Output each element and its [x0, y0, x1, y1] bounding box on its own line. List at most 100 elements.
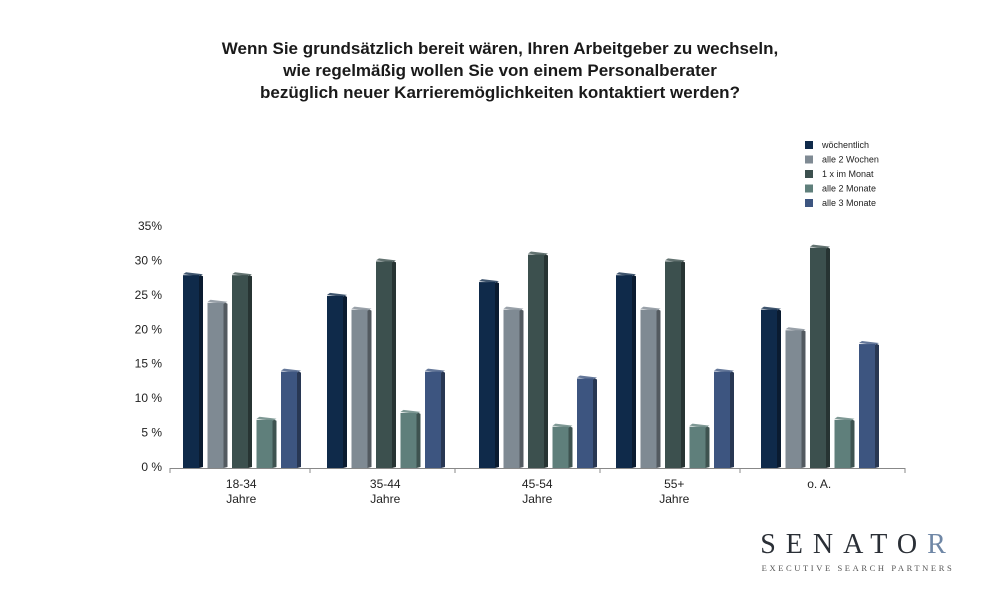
bar — [577, 375, 597, 468]
legend-label: alle 2 Monate — [822, 184, 876, 194]
bar-side — [367, 308, 372, 468]
bar-side — [593, 377, 597, 468]
bar-front — [810, 247, 826, 468]
y-tick-label: 15 % — [135, 357, 163, 371]
bar-front — [640, 309, 657, 468]
x-category-label: 45-54 — [522, 477, 553, 491]
legend-label: wöchentlich — [821, 140, 869, 150]
x-category-label: Jahre — [659, 492, 689, 506]
bar-side — [519, 308, 524, 468]
x-category-label: Jahre — [522, 492, 552, 506]
bar-front — [281, 371, 297, 468]
bar-side — [801, 329, 806, 468]
bar — [207, 299, 228, 468]
bar — [256, 416, 277, 468]
logo-wordmark: SENATOR — [738, 530, 978, 560]
bar — [183, 272, 203, 468]
bar-front — [714, 371, 730, 468]
bar-side — [392, 260, 396, 468]
bar-front — [425, 371, 441, 468]
logo-wordmark-main: SENATO — [760, 529, 928, 560]
bar-front — [400, 412, 417, 468]
legend-swatch — [805, 184, 813, 193]
legend-swatch — [805, 199, 813, 207]
legend-label: 1 x im Monat — [822, 169, 874, 179]
bar-front — [859, 344, 875, 468]
bar — [327, 292, 347, 468]
x-category-label: 35-44 — [370, 477, 401, 491]
bar-side — [826, 246, 830, 468]
bar — [479, 279, 499, 468]
bar-front — [577, 378, 593, 468]
x-category-label: Jahre — [226, 492, 256, 506]
bar — [376, 258, 396, 468]
bar-side — [705, 425, 710, 468]
bar — [640, 306, 661, 468]
bar-side — [441, 370, 445, 468]
bar-side — [199, 274, 203, 468]
bar-side — [416, 411, 421, 468]
bar-front — [207, 302, 224, 468]
bar — [425, 368, 445, 468]
logo-tagline: EXECUTIVE SEARCH PARTNERS — [761, 563, 955, 573]
senator-logo: SENATOR EXECUTIVE SEARCH PARTNERS — [738, 530, 978, 574]
bar — [834, 416, 855, 468]
bar-front — [183, 275, 199, 468]
bar — [810, 244, 830, 468]
chart-title-line-2: wie regelmäßig wollen Sie von einem Pers… — [283, 61, 717, 80]
bar-front — [327, 295, 343, 468]
legend-swatch — [805, 155, 813, 164]
x-category-label: 55+ — [664, 477, 684, 491]
bar — [232, 272, 252, 468]
bar-front — [761, 309, 777, 468]
bar — [552, 423, 573, 468]
legend-swatch — [805, 141, 813, 149]
y-tick-label: 10 % — [135, 391, 163, 405]
bar-front — [834, 419, 851, 468]
bar-front — [351, 309, 368, 468]
bar — [528, 251, 548, 468]
x-category-label: 18-34 — [226, 477, 257, 491]
legend-label: alle 2 Wochen — [822, 155, 879, 165]
bar — [281, 368, 301, 468]
bar-side — [495, 281, 499, 468]
bar — [689, 423, 710, 468]
bar — [503, 306, 524, 468]
bar-side — [272, 418, 277, 468]
chart-title-line-1: Wenn Sie grundsätzlich bereit wären, Ihr… — [221, 39, 779, 58]
bar-side — [544, 253, 548, 468]
legend-label: alle 3 Monate — [822, 198, 876, 208]
bar-side — [223, 301, 228, 468]
bar-front — [503, 309, 520, 468]
bar — [400, 409, 421, 468]
y-tick-label: 30 % — [135, 253, 163, 267]
x-category-label: o. A. — [807, 477, 831, 491]
y-tick-label: 25 % — [135, 288, 163, 302]
bar-front — [552, 426, 569, 468]
bar-side — [730, 370, 734, 468]
chart-title-line-3: bezüglich neuer Karrieremöglichkeiten ko… — [260, 83, 740, 102]
bar-front — [232, 275, 248, 468]
bar-side — [297, 370, 301, 468]
bar-side — [343, 294, 347, 468]
bar — [351, 306, 372, 468]
bar-side — [681, 260, 685, 468]
y-tick-label: 5 % — [141, 426, 162, 440]
bar-side — [777, 308, 781, 468]
bar-front — [256, 419, 273, 468]
bar-side — [568, 425, 573, 468]
bar — [785, 327, 806, 468]
bar-side — [850, 418, 855, 468]
bar-side — [632, 274, 636, 468]
y-tick-label: 35% — [138, 219, 162, 233]
bar-front — [616, 275, 632, 468]
bar — [761, 306, 781, 468]
legend-swatch — [805, 170, 813, 178]
bar — [714, 368, 734, 468]
chart-title: Wenn Sie grundsätzlich bereit wären, Ihr… — [0, 38, 1000, 104]
y-tick-label: 20 % — [135, 322, 163, 336]
bar — [616, 272, 636, 468]
bar — [859, 341, 879, 468]
bar-side — [248, 274, 252, 468]
